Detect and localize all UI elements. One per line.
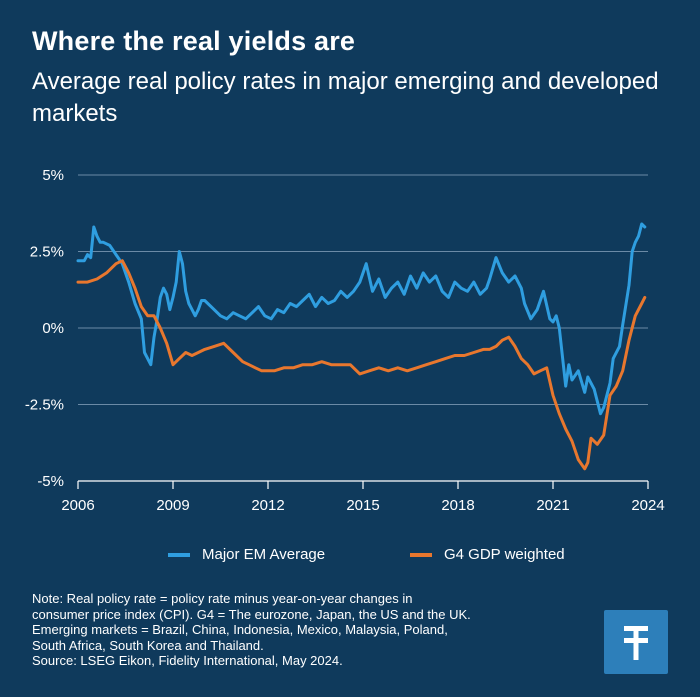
legend-label-g4: G4 GDP weighted [444,546,565,563]
footnote: Note: Real policy rate = policy rate min… [32,591,572,669]
x-tick-label: 2009 [156,497,189,514]
legend-item-em: Major EM Average [168,546,325,563]
series-line-em [76,222,647,416]
y-tick-label: -5% [37,473,64,490]
legend-swatch-em [168,552,190,557]
x-tick-label: 2012 [251,497,284,514]
legend-item-g4: G4 GDP weighted [410,546,565,563]
y-tick-label: 0% [42,320,64,337]
footnote-line: South Africa, South Korea and Thailand. [32,637,264,653]
x-tick-label: 2015 [346,497,379,514]
footnote-line: Emerging markets = Brazil, China, Indone… [32,622,448,637]
series-line-g4 [76,259,647,471]
x-tick-label: 2024 [631,497,664,514]
fidelity-logo-icon [604,610,668,674]
y-tick-label: -2.5% [25,397,64,414]
legend-label-em: Major EM Average [202,546,326,563]
fidelity-f-glyph-icon [624,626,648,660]
footnote-line: consumer price index (CPI). G4 = The eur… [32,606,471,622]
x-tick-label: 2021 [536,497,569,514]
y-tick-label: 5% [42,167,64,184]
legend-swatch-g4 [410,552,432,557]
y-tick-label: 2.5% [30,244,64,261]
x-tick-label: 2006 [61,497,94,514]
line-chart: 5% 2.5% 0% -2.5% -5% 2006 2009 2012 2015 2018 2021… [25,167,665,514]
footnote-line: Source: LSEG Eikon, Fidelity Internation… [32,653,343,668]
x-tick-label: 2018 [441,497,474,514]
chart-subtitle: Average real policy rates in major emerg… [32,68,659,127]
footnote-line: Note: Real policy rate = policy rate min… [32,591,413,606]
chart-title: Where the real yields are [32,26,356,56]
